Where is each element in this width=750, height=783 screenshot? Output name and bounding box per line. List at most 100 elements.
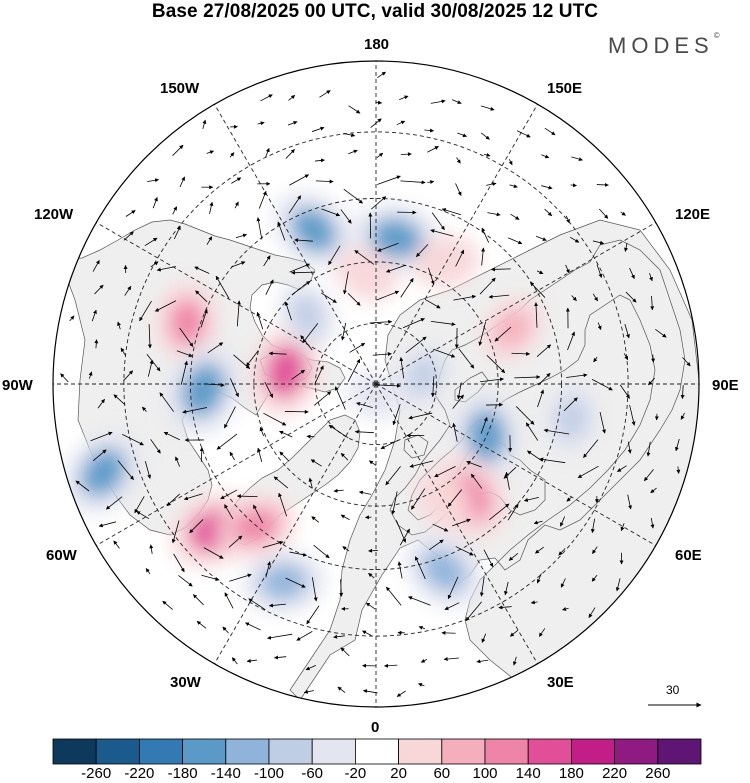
wind-vector [515, 406, 535, 425]
wind-vector [451, 99, 462, 104]
wind-vector [358, 490, 372, 495]
wind-vector [372, 352, 392, 357]
wind-vector [391, 491, 398, 515]
wind-vector [163, 431, 180, 441]
wind-vector [651, 354, 656, 363]
wind-vector [479, 576, 485, 597]
anomaly-core [169, 299, 205, 347]
meridian-line [375, 104, 538, 385]
wind-vector [509, 184, 518, 189]
wind-vector [291, 369, 306, 380]
wind-vector [224, 504, 234, 520]
wind-vector [152, 197, 158, 209]
anomaly-core [370, 218, 423, 259]
wind-vector [486, 354, 506, 374]
wind-vector [199, 447, 204, 462]
wind-vector [598, 208, 609, 219]
wind-vector [534, 302, 539, 328]
wind-vector [523, 496, 539, 502]
wind-vector [354, 429, 374, 434]
wind-vector [98, 521, 117, 528]
wind-vector [176, 350, 193, 358]
wind-vector [320, 292, 337, 303]
wind-vector [470, 473, 483, 489]
wind-vector [481, 247, 486, 266]
wind-vector [541, 185, 553, 190]
wind-vector [209, 201, 214, 215]
wind-vector [321, 208, 341, 217]
wind-vector [279, 451, 290, 462]
wind-vector [599, 412, 606, 434]
wind-vector [562, 607, 569, 611]
wind-vector [311, 577, 318, 602]
wind-vector [343, 132, 356, 138]
colorbar-swatch [571, 738, 616, 765]
wind-vector [313, 391, 332, 406]
wind-vector [410, 488, 426, 510]
wind-vector [544, 127, 556, 136]
wind-vector [319, 90, 331, 98]
wind-vector [113, 540, 120, 549]
wind-vector [339, 579, 344, 597]
wind-vector [229, 451, 235, 461]
wind-vector [591, 379, 613, 391]
wind-vector [588, 607, 596, 618]
wind-vector [537, 389, 545, 408]
wind-vector [648, 377, 655, 386]
wind-vector [235, 233, 247, 239]
wind-vector [452, 518, 471, 527]
wind-vector [69, 315, 75, 322]
wind-vector [228, 535, 243, 548]
colorbar-tick-label: -60 [301, 765, 324, 782]
colorbar-tick-label: 260 [645, 765, 671, 782]
wind-vector [173, 553, 185, 573]
colorbar-swatch [657, 738, 702, 765]
wind-vector [590, 518, 596, 534]
wind-vector [623, 353, 629, 361]
wind-vector [124, 285, 132, 296]
wind-vector [512, 656, 517, 666]
wind-vector [593, 356, 598, 363]
wind-vector [289, 551, 308, 557]
lon-label-60w: 60W [46, 547, 77, 564]
wind-vector [452, 394, 464, 409]
wind-vector [268, 351, 287, 356]
wind-vector [543, 428, 570, 435]
land-novaya-zemlya [454, 371, 489, 403]
wind-vector [291, 280, 311, 296]
wind-vector [418, 625, 426, 630]
wind-vector [443, 657, 459, 662]
wind-vector [427, 180, 435, 184]
wind-vector [231, 657, 238, 665]
wind-vector [370, 118, 382, 128]
wind-vector [175, 456, 181, 467]
wind-vector [530, 600, 538, 605]
lon-label-30e: 30E [547, 674, 574, 691]
wind-vector [478, 321, 487, 346]
wind-vector [201, 574, 220, 582]
wind-vector [428, 539, 444, 551]
wind-vector [236, 300, 241, 327]
wind-vector [676, 466, 681, 474]
wind-vector [257, 121, 265, 126]
wind-vector [342, 271, 349, 295]
wind-vector [262, 540, 284, 548]
wind-vector [335, 386, 346, 410]
wind-vector [380, 440, 398, 450]
wind-vector [596, 264, 603, 278]
wind-vector [530, 282, 546, 298]
colorbar-tick-label: -100 [253, 765, 285, 782]
colorbar-tick-label: 220 [602, 765, 628, 782]
wind-vector [120, 347, 126, 356]
wind-vector [565, 264, 570, 274]
anomaly-layer [63, 190, 600, 615]
wind-vector [455, 249, 465, 267]
wind-vector [229, 152, 235, 158]
wind-vector [354, 250, 375, 265]
wind-vector [428, 267, 435, 285]
wind-vector [444, 602, 460, 610]
wind-vector [306, 605, 320, 625]
wind-vector [302, 323, 319, 344]
wind-vector [405, 336, 427, 354]
wind-vector [643, 469, 654, 482]
